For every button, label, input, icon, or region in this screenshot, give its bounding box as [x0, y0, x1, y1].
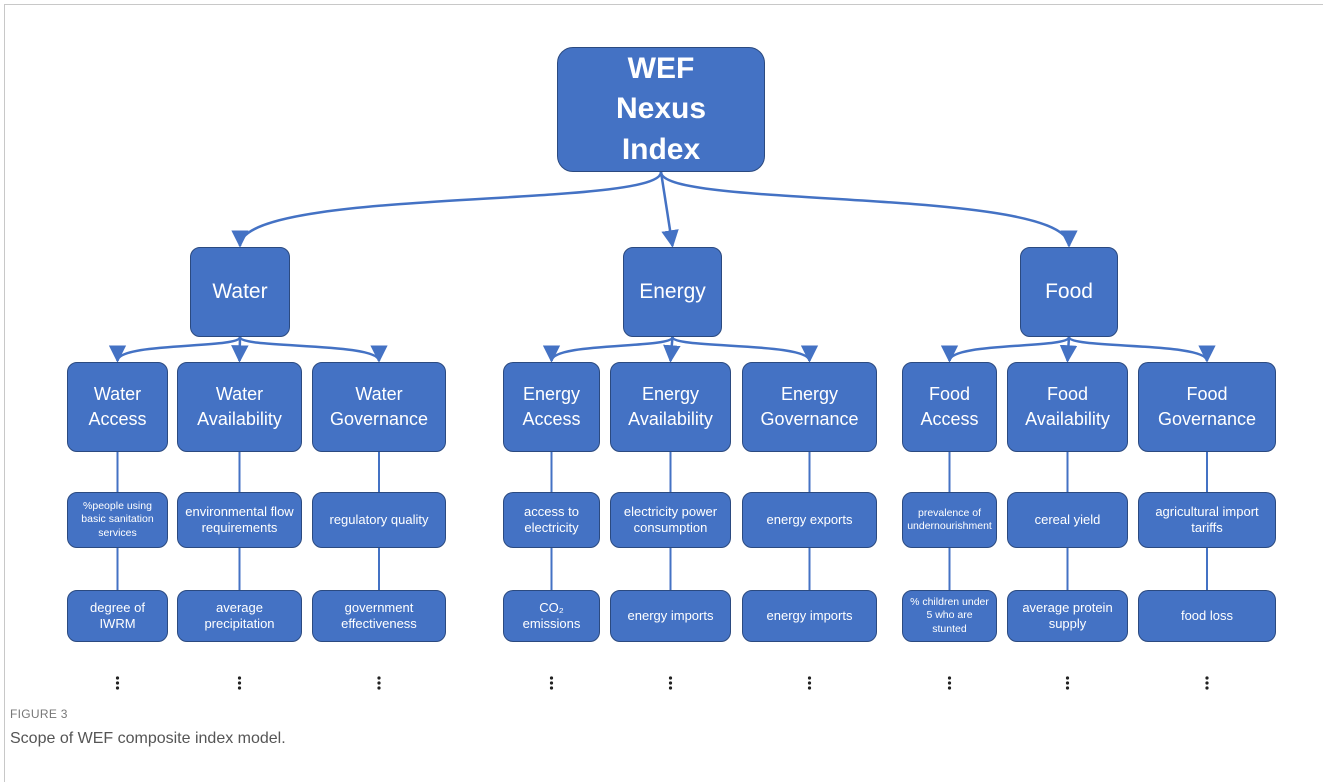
pillar-node: Energy	[623, 247, 722, 337]
indicator-node: access to electricity	[503, 492, 600, 548]
ellipsis-dot	[947, 686, 952, 690]
connector	[108, 335, 242, 363]
connector	[542, 335, 674, 363]
component-node: Water Governance	[312, 362, 446, 452]
figure-caption: Scope of WEF composite index model.	[10, 730, 286, 747]
indicator-node: % children under 5 who are stunted	[902, 590, 997, 642]
ellipsis-dot	[549, 681, 554, 685]
indicator-node: energy exports	[742, 492, 877, 548]
component-node: Water Availability	[177, 362, 302, 452]
connector	[659, 171, 1078, 248]
indicator-node: average precipitation	[177, 590, 302, 642]
ellipsis-dot	[115, 681, 120, 685]
ellipsis-dot	[237, 681, 242, 685]
frame	[4, 4, 1323, 782]
ellipsis-dot	[1065, 686, 1070, 690]
ellipsis-dot	[947, 676, 952, 680]
pillar-node: Food	[1020, 247, 1118, 337]
indicator-node: CO₂ emissions	[503, 590, 600, 642]
ellipsis-dot	[549, 676, 554, 680]
connector	[1067, 335, 1216, 363]
ellipsis-dot	[549, 686, 554, 690]
indicator-node: food loss	[1138, 590, 1276, 642]
indicator-node: energy imports	[742, 590, 877, 642]
ellipsis-dot	[1065, 676, 1070, 680]
connector	[238, 335, 388, 363]
indicator-node: government effectiveness	[312, 590, 446, 642]
ellipsis-dot	[807, 676, 812, 680]
connector	[1059, 336, 1078, 363]
component-node: Food Governance	[1138, 362, 1276, 452]
ellipsis-dot	[1065, 681, 1070, 685]
figure-label: FIGURE 3	[10, 707, 68, 721]
component-node: Food Access	[902, 362, 997, 452]
ellipsis-dot	[237, 686, 242, 690]
component-node: Energy Governance	[742, 362, 877, 452]
indicator-node: environmental flow requirements	[177, 492, 302, 548]
component-node: Water Access	[67, 362, 168, 452]
ellipsis-dot	[237, 676, 242, 680]
indicator-node: degree of IWRM	[67, 590, 168, 642]
connector	[671, 335, 819, 363]
indicator-node: prevalence of undernourishment	[902, 492, 997, 548]
connector	[231, 171, 663, 248]
indicator-node: energy imports	[610, 590, 731, 642]
ellipsis-dot	[668, 676, 673, 680]
ellipsis-dot	[1205, 681, 1209, 685]
indicator-node: %people using basic sanitation services	[67, 492, 168, 548]
ellipsis-dot	[377, 681, 381, 685]
ellipsis-dot	[668, 681, 673, 685]
indicator-node: regulatory quality	[312, 492, 446, 548]
connector	[659, 171, 679, 248]
component-node: Food Availability	[1007, 362, 1128, 452]
root-node: WEF Nexus Index	[557, 47, 765, 172]
ellipsis-dot	[115, 676, 120, 680]
ellipsis-dot	[668, 686, 673, 690]
indicator-node: cereal yield	[1007, 492, 1128, 548]
component-node: Energy Availability	[610, 362, 731, 452]
connector	[663, 336, 681, 363]
ellipsis-dot	[115, 686, 120, 690]
connector	[940, 335, 1071, 363]
indicator-node: average protein supply	[1007, 590, 1128, 642]
indicator-node: agricultural import tariffs	[1138, 492, 1276, 548]
component-node: Energy Access	[503, 362, 600, 452]
ellipsis-dot	[807, 686, 812, 690]
connector	[231, 336, 249, 363]
ellipsis-dot	[947, 681, 952, 685]
ellipsis-dot	[1205, 686, 1209, 690]
ellipsis-dot	[1205, 676, 1209, 680]
indicator-node: electricity power consumption	[610, 492, 731, 548]
ellipsis-dot	[377, 686, 381, 690]
ellipsis-dot	[807, 681, 812, 685]
ellipsis-dot	[377, 676, 381, 680]
pillar-node: Water	[190, 247, 290, 337]
